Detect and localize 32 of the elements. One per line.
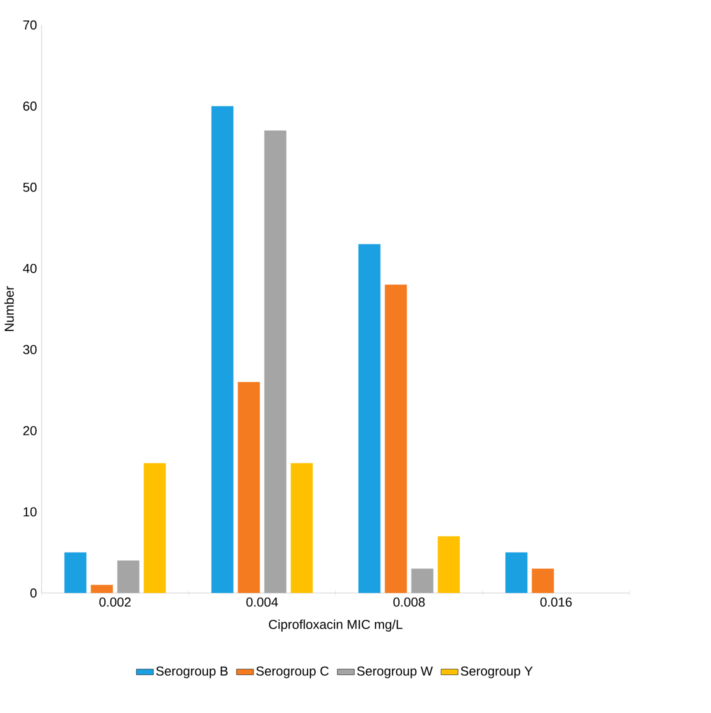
bar (411, 568, 434, 593)
y-tick-label: 0 (30, 588, 37, 598)
bar (264, 130, 286, 593)
y-tick-label: 30 (23, 344, 37, 354)
x-tick-label: 0.004 (246, 598, 278, 607)
bar (90, 584, 113, 593)
bar (117, 560, 140, 593)
bar (384, 284, 407, 593)
bar (144, 463, 166, 593)
y-tick-label: 60 (23, 102, 37, 111)
bar (505, 552, 528, 593)
y-axis-title: Number (4, 286, 14, 331)
y-tick-label: 50 (23, 182, 37, 192)
x-axis-title: Ciprofloxacin MIC mg/L (268, 620, 402, 632)
bar (238, 382, 260, 593)
legend-label: Serogroup C (256, 666, 329, 678)
bar (290, 463, 313, 593)
y-tick-label: 20 (23, 426, 37, 436)
bar (438, 536, 460, 593)
bar (358, 244, 380, 593)
y-tick-label: 40 (22, 264, 37, 274)
x-tick-label: 0.016 (540, 598, 572, 607)
legend-label: Serogroup W (357, 666, 433, 678)
bar (64, 552, 86, 593)
x-tick-label: 0.008 (393, 598, 425, 607)
bar (532, 568, 554, 593)
bar (211, 106, 234, 593)
legend-label: Serogroup B (156, 666, 228, 678)
y-tick-label: 70 (23, 20, 37, 30)
y-tick-label: 10 (24, 507, 37, 516)
legend-label: Serogroup Y (460, 666, 533, 678)
x-tick-label: 0.002 (99, 598, 131, 607)
